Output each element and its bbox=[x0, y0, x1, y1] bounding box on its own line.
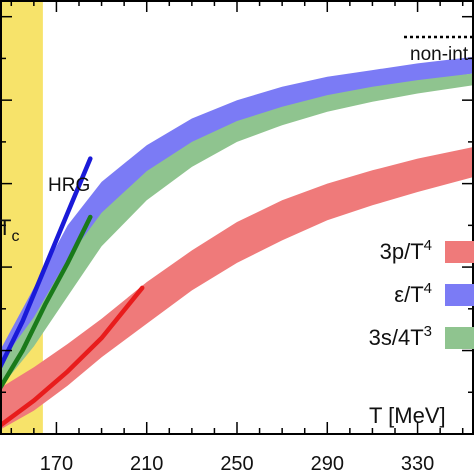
legend-swatch-2 bbox=[445, 327, 474, 349]
legend-swatch-0 bbox=[445, 241, 474, 263]
x-tick-label: 290 bbox=[311, 453, 344, 474]
hrg-label: HRG bbox=[48, 175, 90, 196]
hrg-curve-2 bbox=[0, 285, 145, 428]
band-layer bbox=[0, 56, 474, 430]
band-0 bbox=[0, 146, 474, 430]
band-2 bbox=[0, 73, 474, 389]
x-axis-label: T [MeV] bbox=[369, 403, 446, 428]
tick-layer bbox=[0, 0, 474, 435]
legend-swatch-1 bbox=[445, 284, 474, 306]
legend-label-2: 3s/4T3 bbox=[369, 323, 432, 350]
legend-label-1: ε/T4 bbox=[394, 280, 432, 307]
x-tick-label: 250 bbox=[220, 453, 253, 474]
hrg-layer bbox=[0, 156, 145, 428]
band-1 bbox=[0, 56, 474, 376]
reference-legend-label: non-int bbox=[410, 44, 469, 65]
tc-subscript: c bbox=[11, 228, 19, 245]
tick-label-layer: 170 210 250 290 330 bbox=[40, 453, 435, 474]
x-tick-label: 330 bbox=[401, 453, 434, 474]
hrg-curve-1 bbox=[0, 214, 93, 391]
x-tick-label: 210 bbox=[130, 453, 163, 474]
legend: 3p/T4 ε/T4 3s/4T3 bbox=[369, 237, 474, 350]
tc-label: Tc bbox=[0, 215, 19, 245]
x-tick-label: 170 bbox=[40, 453, 73, 474]
legend-label-0: 3p/T4 bbox=[380, 237, 432, 264]
hrg-curve-0 bbox=[0, 156, 93, 370]
